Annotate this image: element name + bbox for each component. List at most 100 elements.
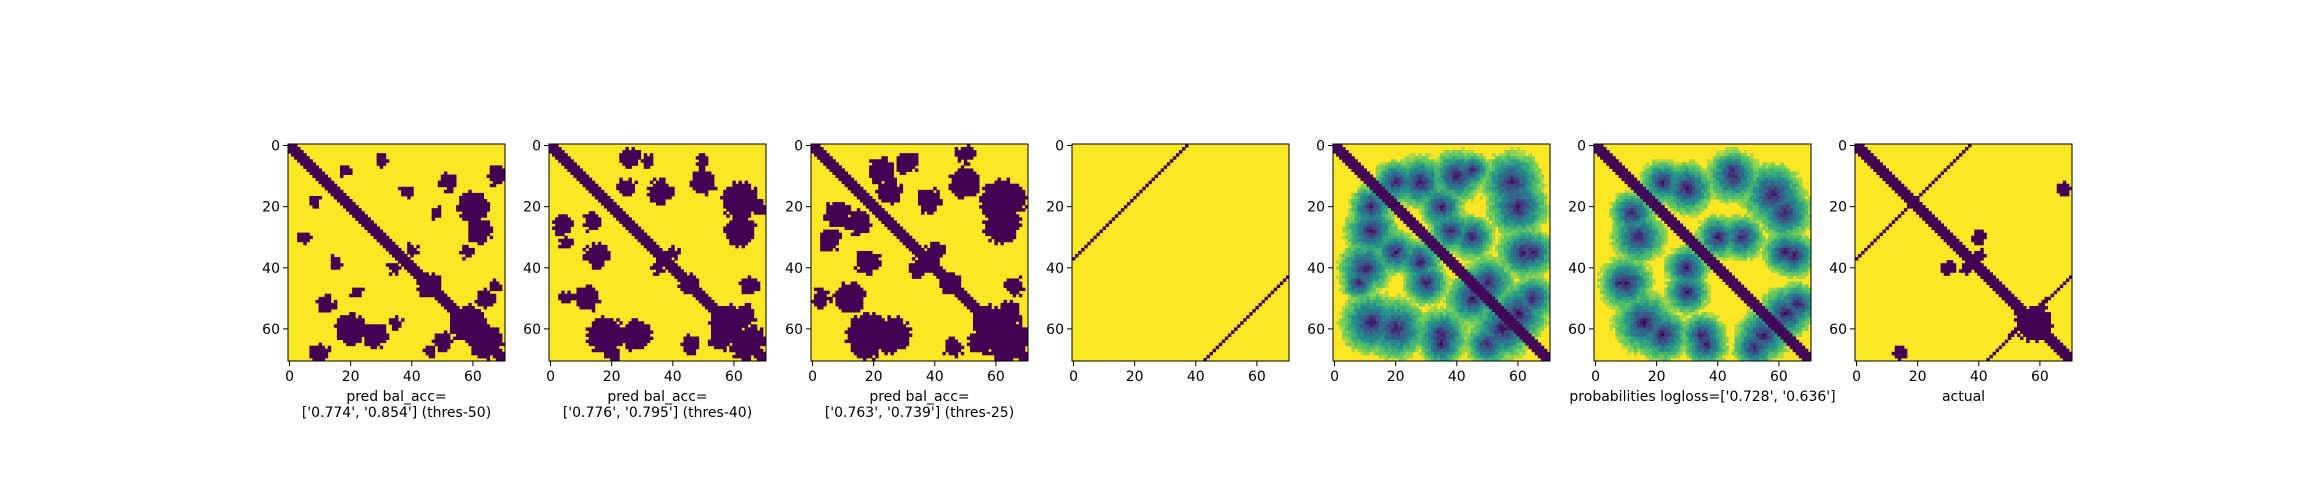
heatmap-cell bbox=[732, 202, 736, 206]
heatmap-cell bbox=[936, 195, 940, 200]
heatmap-cell bbox=[336, 333, 341, 337]
heatmap-cell bbox=[456, 327, 460, 331]
heatmap-cell bbox=[899, 165, 904, 169]
heatmap-cell bbox=[1006, 180, 1011, 185]
heatmap-cell bbox=[862, 189, 867, 194]
heatmap-cell bbox=[985, 214, 989, 218]
heatmap-cell bbox=[966, 171, 971, 175]
heatmap-cell bbox=[662, 254, 666, 258]
heatmap-cell bbox=[1018, 342, 1023, 347]
heatmap-cell bbox=[966, 305, 971, 310]
heatmap-cell bbox=[1018, 287, 1023, 292]
heatmap-cell bbox=[462, 202, 466, 206]
y-tick-label: 40 bbox=[523, 261, 541, 277]
heatmap-cell bbox=[616, 211, 620, 215]
heatmap-cell bbox=[881, 162, 885, 166]
heatmap-cell bbox=[1501, 162, 1505, 166]
heatmap-cell bbox=[376, 327, 381, 331]
heatmap-cell bbox=[480, 296, 485, 301]
heatmap-cell bbox=[1018, 275, 1023, 279]
heatmap-cell bbox=[875, 214, 879, 218]
heatmap-cell bbox=[1117, 211, 1122, 215]
heatmap-cell bbox=[744, 229, 749, 234]
heatmap-cell bbox=[878, 336, 882, 341]
heatmap-cell bbox=[866, 254, 870, 258]
heatmap-cell bbox=[367, 220, 371, 224]
heatmap-cell bbox=[501, 357, 506, 362]
heatmap-cell bbox=[1363, 168, 1368, 172]
heatmap-cell bbox=[982, 327, 986, 331]
heatmap-cell bbox=[379, 235, 384, 240]
heatmap-cell bbox=[462, 192, 466, 197]
heatmap-cell bbox=[434, 333, 439, 337]
heatmap-cell bbox=[942, 284, 946, 289]
heatmap-cell bbox=[859, 290, 864, 295]
heatmap-cell bbox=[914, 263, 919, 267]
heatmap-cell bbox=[747, 309, 752, 313]
heatmap-cell bbox=[1075, 254, 1079, 258]
heatmap-cell bbox=[1276, 284, 1281, 289]
heatmap-cell bbox=[1473, 171, 1478, 175]
heatmap-cell bbox=[655, 183, 660, 188]
heatmap-cell bbox=[1000, 205, 1004, 209]
heatmap-cell bbox=[1233, 327, 1238, 331]
heatmap-cell bbox=[826, 247, 830, 252]
heatmap-cell bbox=[446, 177, 451, 182]
heatmap-cell bbox=[994, 180, 998, 185]
heatmap-cell bbox=[1375, 177, 1380, 182]
heatmap-cell bbox=[607, 205, 611, 209]
heatmap-cell bbox=[750, 348, 755, 353]
heatmap-cell bbox=[1360, 165, 1364, 169]
heatmap-cell bbox=[336, 192, 341, 197]
heatmap-cell bbox=[957, 180, 962, 185]
heatmap-cell bbox=[552, 150, 556, 154]
heatmap-cell bbox=[440, 180, 445, 185]
heatmap-cell bbox=[462, 309, 466, 313]
heatmap-cell bbox=[859, 318, 864, 322]
heatmap-cell bbox=[1522, 171, 1526, 175]
heatmap-cell bbox=[866, 336, 870, 341]
heatmap-cell bbox=[829, 223, 833, 227]
heatmap-cell bbox=[884, 217, 888, 221]
heatmap-cell bbox=[838, 165, 842, 169]
heatmap-cell bbox=[710, 177, 715, 182]
heatmap-cell bbox=[832, 229, 836, 234]
heatmap-cell bbox=[1381, 165, 1386, 169]
heatmap-cell bbox=[695, 345, 700, 350]
heatmap-cell bbox=[1507, 159, 1511, 163]
heatmap-cell bbox=[979, 315, 983, 319]
heatmap-cell bbox=[747, 202, 752, 206]
heatmap-cell bbox=[1418, 153, 1423, 157]
heatmap-cell bbox=[1391, 159, 1395, 163]
heatmap-cell bbox=[367, 217, 371, 221]
heatmap-cell bbox=[744, 339, 749, 344]
heatmap-cell bbox=[933, 257, 937, 261]
heatmap-cell bbox=[1418, 180, 1423, 185]
heatmap-cell bbox=[591, 287, 596, 292]
heatmap-cell bbox=[1421, 171, 1426, 175]
heatmap-cell bbox=[628, 321, 632, 325]
heatmap-cell bbox=[1476, 156, 1481, 160]
heatmap-cell bbox=[997, 321, 1001, 325]
heatmap-cell bbox=[747, 336, 752, 341]
heatmap-cell bbox=[1000, 217, 1004, 221]
heatmap-cell bbox=[1531, 162, 1536, 166]
heatmap-cell bbox=[413, 266, 417, 270]
heatmap-cell bbox=[600, 260, 605, 264]
heatmap-cell bbox=[1461, 180, 1465, 185]
heatmap-cell bbox=[902, 345, 907, 350]
heatmap-cell bbox=[431, 290, 436, 295]
heatmap-cell bbox=[459, 250, 463, 255]
heatmap-cell bbox=[649, 192, 654, 197]
heatmap-cell bbox=[321, 357, 326, 362]
heatmap-cell bbox=[744, 330, 749, 334]
heatmap-cell bbox=[966, 299, 971, 304]
heatmap-cell bbox=[753, 351, 758, 356]
heatmap-cell bbox=[1018, 327, 1023, 331]
heatmap-cell bbox=[407, 241, 411, 246]
heatmap-cell bbox=[404, 192, 408, 197]
heatmap-cell bbox=[908, 168, 913, 172]
heatmap-cell bbox=[474, 199, 478, 203]
heatmap-cell bbox=[1267, 293, 1272, 298]
heatmap-cell bbox=[1018, 345, 1023, 350]
